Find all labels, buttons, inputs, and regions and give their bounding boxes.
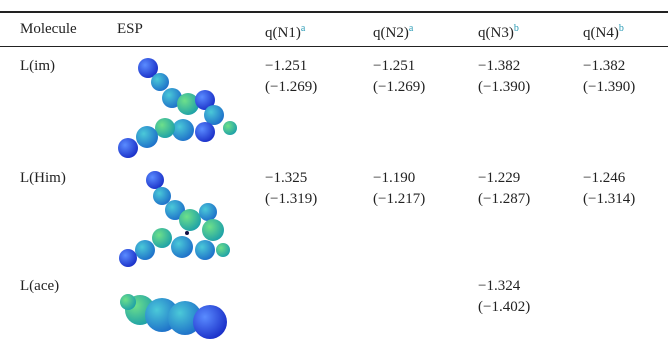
esp-images bbox=[0, 0, 668, 340]
page: MoleculeESPq(N1)aq(N2)aq(N3)bq(N4)bL(im)… bbox=[0, 0, 668, 340]
esp-l-ace bbox=[120, 294, 227, 339]
esp-l-him bbox=[119, 171, 230, 267]
esp-l-im bbox=[118, 58, 237, 158]
